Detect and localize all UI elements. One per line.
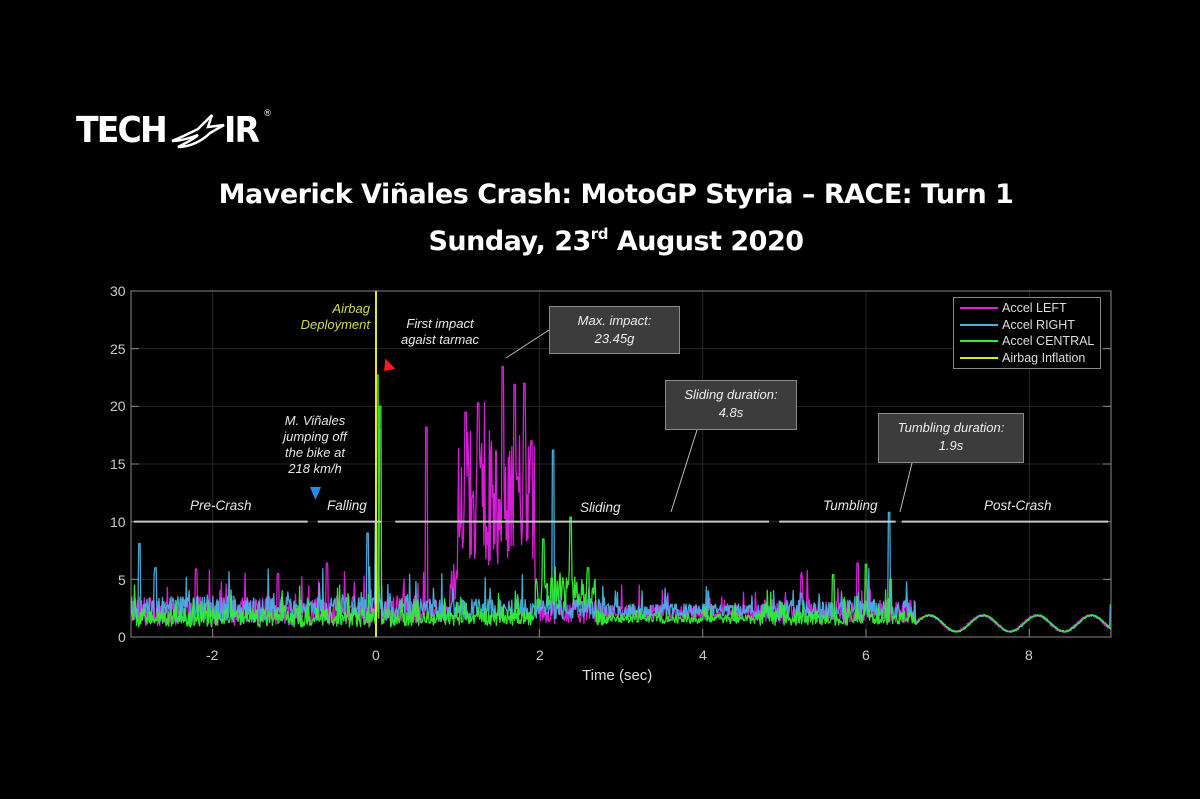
- subtitle-prefix: Sunday, 23: [428, 226, 591, 257]
- tumbling-line1: Tumbling duration:: [897, 420, 1005, 435]
- max-impact-line2: 23.45g: [594, 331, 635, 346]
- chart-title: Maverick Viñales Crash: MotoGP Styria – …: [218, 179, 1014, 210]
- legend-item-airbag-inflation: Airbag Inflation: [960, 350, 1100, 367]
- legend-swatch-magenta: [960, 307, 998, 310]
- jump-line2: jumping off: [283, 429, 347, 444]
- x-axis-label: Time (sec): [582, 667, 653, 684]
- logo-text-ir: IR: [223, 110, 260, 151]
- tumbling-line2: 1.9s: [938, 438, 964, 453]
- sliding-line1: Sliding duration:: [684, 387, 778, 402]
- sliding-duration-callout: Sliding duration: 4.8s: [665, 380, 797, 430]
- chart-subtitle: Sunday, 23rd August 2020: [0, 225, 1200, 257]
- legend-item-accel-left: Accel LEFT: [960, 300, 1100, 317]
- airbag-deployment-annotation: Airbag Deployment: [300, 301, 370, 333]
- y-tick-5: 5: [118, 572, 126, 588]
- sliding-line2: 4.8s: [718, 405, 744, 420]
- first-impact-annotation: First impact agaist tarmac: [390, 316, 490, 348]
- tumbling-duration-callout: Tumbling duration: 1.9s: [878, 413, 1024, 463]
- x-tick-neg2: -2: [206, 647, 219, 663]
- alpinestars-star-icon: [171, 113, 225, 148]
- logo-text-tech: TECH: [76, 110, 168, 151]
- jump-line3: the bike at: [285, 445, 345, 460]
- max-impact-callout: Max. impact: 23.45g: [549, 306, 680, 354]
- airbag-line1: Airbag: [332, 301, 370, 316]
- y-tick-15: 15: [110, 456, 126, 472]
- x-tick-2: 2: [536, 647, 544, 663]
- phase-post-crash: Post-Crash: [984, 498, 1052, 513]
- x-tick-6: 6: [862, 647, 870, 663]
- legend-item-accel-central: Accel CENTRAL: [960, 333, 1100, 350]
- techair-logo: TECH IR ®: [76, 108, 271, 151]
- phase-tumbling: Tumbling: [823, 498, 878, 513]
- subtitle-suffix: August 2020: [607, 226, 804, 257]
- x-tick-8: 8: [1025, 647, 1033, 663]
- legend-swatch-yellow: [960, 356, 998, 359]
- registered-mark: ®: [264, 108, 271, 118]
- legend-label: Accel CENTRAL: [1002, 334, 1095, 349]
- phase-falling: Falling: [327, 498, 367, 513]
- max-impact-line1: Max. impact:: [577, 313, 652, 328]
- phase-sliding: Sliding: [580, 500, 621, 515]
- legend-label: Accel LEFT: [1002, 301, 1067, 316]
- jump-line4: 218 km/h: [288, 461, 342, 476]
- jump-off-annotation: M. Viñales jumping off the bike at 218 k…: [270, 413, 360, 477]
- legend-item-accel-right: Accel RIGHT: [960, 317, 1100, 334]
- y-tick-20: 20: [110, 398, 126, 414]
- phase-pre-crash: Pre-Crash: [190, 498, 252, 513]
- x-tick-4: 4: [699, 647, 707, 663]
- y-tick-10: 10: [110, 514, 126, 530]
- y-tick-25: 25: [110, 341, 126, 357]
- first-impact-line2: agaist tarmac: [400, 332, 480, 347]
- jump-line1: M. Viñales: [284, 413, 346, 428]
- legend-swatch-blue: [960, 323, 998, 326]
- legend-label: Accel RIGHT: [1002, 317, 1075, 332]
- subtitle-superscript: rd: [590, 225, 609, 243]
- legend-label: Airbag Inflation: [1002, 350, 1086, 365]
- y-tick-30: 30: [110, 283, 126, 299]
- x-tick-0: 0: [372, 647, 380, 663]
- first-impact-line1: First impact: [406, 316, 474, 331]
- legend-swatch-green: [960, 340, 998, 343]
- chart-legend: Accel LEFT Accel RIGHT Accel CENTRAL Air…: [953, 297, 1101, 369]
- y-tick-0: 0: [118, 629, 126, 645]
- airbag-line2: Deployment: [300, 317, 370, 332]
